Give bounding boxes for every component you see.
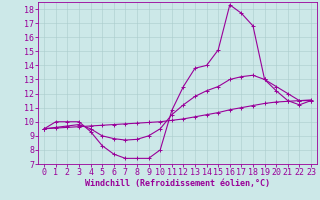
X-axis label: Windchill (Refroidissement éolien,°C): Windchill (Refroidissement éolien,°C) xyxy=(85,179,270,188)
